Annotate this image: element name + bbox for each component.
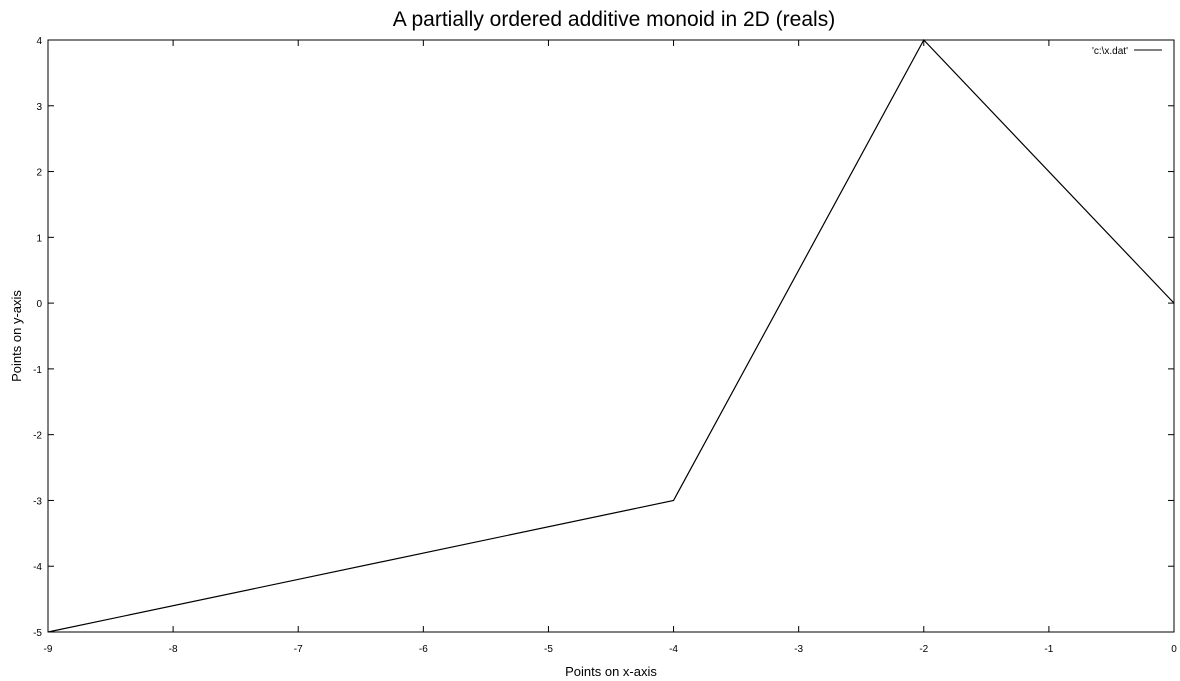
legend: 'c:\x.dat' [1092,46,1162,57]
y-tick-label: 1 [36,233,42,244]
y-tick-label: -3 [33,496,42,507]
x-tick-label: 0 [1171,644,1177,655]
x-axis-label: Points on x-axis [565,664,657,679]
axis-ticks [47,39,1175,633]
y-tick-label: 0 [36,299,42,310]
x-tick-label: -2 [919,644,928,655]
x-tick-label: -7 [294,644,303,655]
x-tick-label: -5 [544,644,553,655]
x-tick-labels: -9 -8 -7 -6 -5 -4 -3 -2 -1 0 [44,644,1178,655]
x-tick-label: -4 [669,644,678,655]
plot-frame [47,39,1175,633]
y-tick-label: -2 [33,431,42,442]
chart-title: A partially ordered additive monoid in 2… [393,8,835,31]
series-line [47,38,1175,633]
y-tick-label: -4 [33,562,42,573]
y-tick-labels: -5 -4 -3 -2 -1 0 1 2 3 4 [33,36,42,639]
y-tick-label: 3 [36,102,42,113]
y-tick-label: 2 [36,168,42,179]
series-layer [47,38,1175,633]
x-tick-label: -9 [44,644,53,655]
y-axis-label: Points on y-axis [9,290,24,382]
y-tick-label: -5 [33,628,42,639]
x-tick-label: -8 [169,644,178,655]
x-tick-label: -6 [419,644,428,655]
y-tick-label: -1 [33,365,42,376]
y-tick-label: 4 [36,36,42,47]
x-tick-label: -3 [794,644,803,655]
x-tick-label: -1 [1044,644,1053,655]
legend-label: 'c:\x.dat' [1092,46,1128,57]
